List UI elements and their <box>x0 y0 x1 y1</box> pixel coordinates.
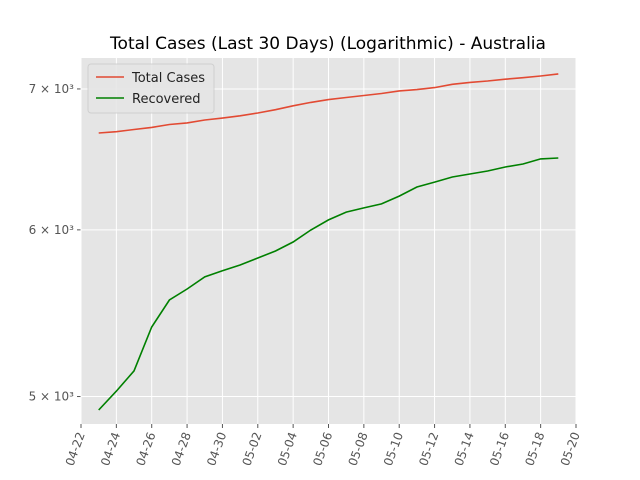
x-tick-label: 04-22 <box>63 430 88 468</box>
x-tick-label: 05-10 <box>381 430 406 468</box>
legend-label: Total Cases <box>131 71 205 86</box>
x-tick-label: 05-06 <box>310 430 335 468</box>
x-tick-label: 04-28 <box>169 430 194 468</box>
x-tick-label: 05-20 <box>558 430 583 468</box>
x-tick-label: 04-24 <box>98 430 123 468</box>
line <box>98 73 559 134</box>
legend-label: Recovered <box>132 92 201 107</box>
x-tick-label: 05-12 <box>416 430 441 468</box>
x-tick-label: 05-16 <box>487 430 512 468</box>
y-tick-label: 6 × 10³ <box>29 223 75 237</box>
x-tick-label: 05-04 <box>275 430 300 468</box>
line <box>98 157 559 411</box>
y-tick-label: 5 × 10³ <box>29 390 75 404</box>
chart-title: Total Cases (Last 30 Days) (Logarithmic)… <box>109 34 546 54</box>
x-tick-label: 04-26 <box>133 430 158 468</box>
x-tick-label: 05-14 <box>452 430 477 468</box>
x-tick-label: 05-02 <box>240 430 265 468</box>
y-tick-label: 7 × 10³ <box>29 82 75 96</box>
x-tick-label: 05-08 <box>346 430 371 468</box>
x-tick-label: 04-30 <box>204 430 229 468</box>
x-tick-label: 05-18 <box>522 430 547 468</box>
